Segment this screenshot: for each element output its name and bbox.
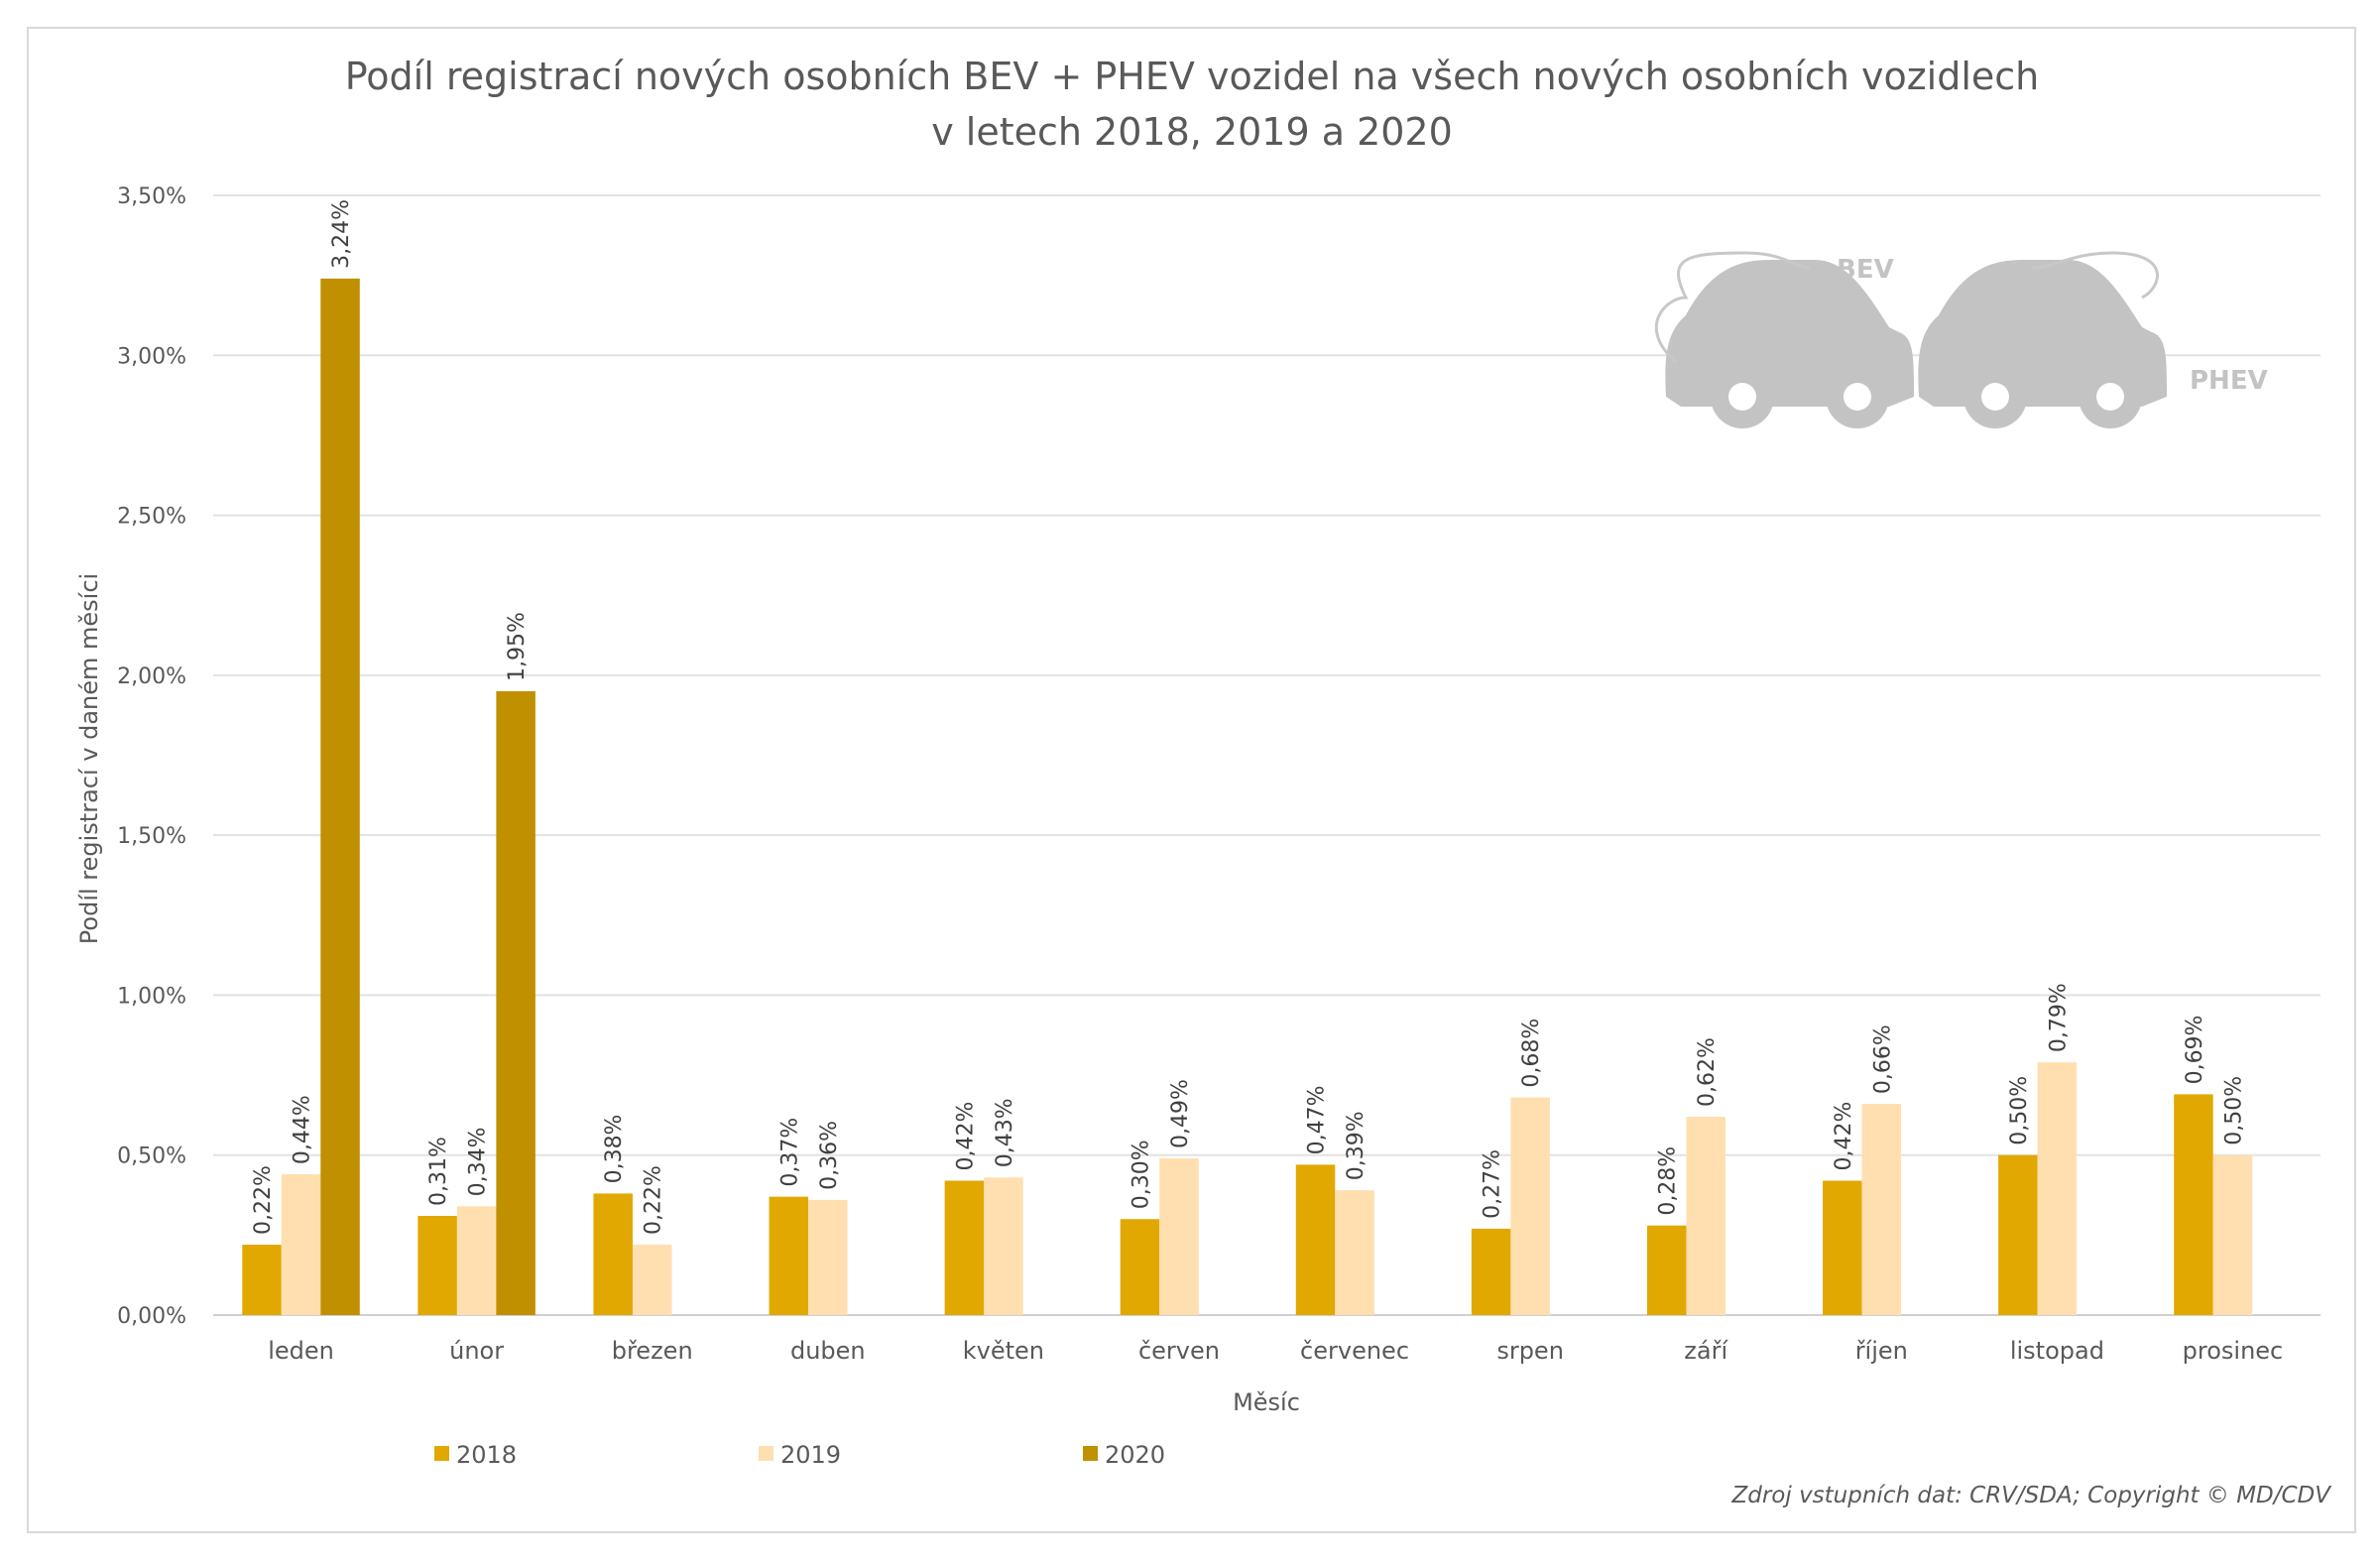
data-label: 3,24%	[329, 199, 354, 269]
bar-2019	[632, 1245, 672, 1315]
data-label: 0,34%	[466, 1127, 491, 1196]
source-note: Zdroj vstupních dat: CRV/SDA; Copyright …	[1730, 1483, 2332, 1508]
legend-label-2019: 2019	[780, 1441, 841, 1469]
x-tick-label: únor	[449, 1337, 504, 1365]
x-tick-label: listopad	[2010, 1337, 2104, 1365]
y-tick-label: 2,00%	[117, 664, 186, 689]
bar-2018	[944, 1180, 985, 1315]
bar-2018	[417, 1216, 457, 1315]
bar-2018	[593, 1193, 633, 1315]
data-label: 0,50%	[2221, 1076, 2246, 1145]
y-tick-label: 2,50%	[117, 505, 186, 530]
legend-swatch-2019	[759, 1446, 774, 1461]
x-tick-label: prosinec	[2183, 1337, 2284, 1365]
data-label: 0,39%	[1344, 1111, 1368, 1180]
x-tick-label: říjen	[1855, 1337, 1908, 1365]
bar-2018	[1120, 1219, 1160, 1315]
bar-2019	[1510, 1097, 1550, 1315]
bar-2019	[2212, 1154, 2253, 1315]
y-tick-label: 3,50%	[117, 184, 186, 209]
bar-2020	[320, 278, 360, 1316]
data-label: 0,22%	[251, 1165, 276, 1235]
data-label: 0,50%	[2007, 1076, 2032, 1145]
data-label: 0,37%	[777, 1118, 802, 1187]
data-label: 0,31%	[426, 1137, 451, 1206]
x-tick-label: červen	[1138, 1337, 1220, 1365]
data-label: 0,69%	[2183, 1016, 2207, 1085]
x-tick-label: duben	[790, 1337, 866, 1365]
bar-2020	[496, 690, 536, 1315]
y-tick-label: 1,00%	[117, 984, 186, 1009]
bar-2019	[281, 1174, 321, 1315]
data-label: 0,68%	[1519, 1019, 1544, 1088]
bar-2019	[1335, 1190, 1374, 1315]
bar-2019	[1159, 1157, 1199, 1315]
legend-swatch-2018	[434, 1446, 449, 1461]
data-label: 0,36%	[817, 1121, 842, 1190]
y-tick-label: 0,50%	[117, 1144, 186, 1169]
data-label: 0,38%	[602, 1115, 627, 1184]
bev-label: BEV	[1837, 255, 1894, 285]
phev-label: PHEV	[2190, 366, 2268, 396]
y-tick-label: 1,50%	[117, 824, 186, 849]
bar-2018	[769, 1196, 809, 1315]
bar-2018	[242, 1245, 282, 1315]
bar-2018	[1471, 1228, 1511, 1315]
bar-2019	[984, 1177, 1023, 1315]
bar-2019	[1686, 1117, 1726, 1315]
y-axis-title: Podíl registrací v daném měsíci	[75, 573, 103, 944]
bev-phev-logo: BEV PHEV	[1654, 251, 2268, 428]
legend-swatch-2020	[1083, 1446, 1098, 1461]
chart-title: Podíl registrací nových osobních BEV + P…	[345, 55, 2040, 98]
bar-2018	[1295, 1164, 1336, 1315]
data-label: 0,27%	[1481, 1149, 1505, 1219]
data-label: 0,66%	[1870, 1024, 1895, 1094]
data-label: 0,43%	[993, 1098, 1017, 1167]
bar-2019	[2037, 1062, 2078, 1315]
bar-2019	[456, 1206, 497, 1315]
data-label: 1,95%	[505, 612, 530, 681]
x-tick-label: březen	[612, 1337, 693, 1365]
y-tick-label: 3,00%	[117, 344, 186, 369]
data-label: 0,28%	[1656, 1146, 1681, 1216]
data-label: 0,30%	[1129, 1140, 1153, 1209]
legend-label-2018: 2018	[456, 1441, 517, 1469]
x-tick-label: květen	[963, 1337, 1044, 1365]
data-label: 0,79%	[2046, 983, 2071, 1052]
legend-label-2020: 2020	[1105, 1441, 1165, 1469]
y-tick-label: 0,00%	[117, 1304, 186, 1329]
bar-2019	[808, 1199, 848, 1315]
x-axis-title: Měsíc	[1233, 1388, 1300, 1416]
data-label: 0,62%	[1695, 1037, 1720, 1107]
x-tick-label: srpen	[1496, 1337, 1564, 1365]
bar-2018	[1998, 1154, 2038, 1315]
bar-2018	[2174, 1094, 2213, 1315]
bar-2018	[1646, 1225, 1687, 1315]
data-label: 0,49%	[1168, 1079, 1193, 1148]
bar-2018	[1823, 1180, 1862, 1315]
x-tick-label: červenec	[1300, 1337, 1409, 1365]
bar-2019	[1861, 1104, 1902, 1315]
data-label: 0,22%	[642, 1165, 666, 1235]
data-label: 0,42%	[1832, 1102, 1856, 1171]
data-label: 0,47%	[1305, 1086, 1330, 1155]
x-tick-label: září	[1684, 1337, 1728, 1365]
x-tick-label: leden	[268, 1337, 334, 1365]
data-label: 0,44%	[291, 1095, 315, 1164]
chart-subtitle: v letech 2018, 2019 a 2020	[931, 110, 1453, 154]
data-label: 0,42%	[953, 1102, 978, 1171]
